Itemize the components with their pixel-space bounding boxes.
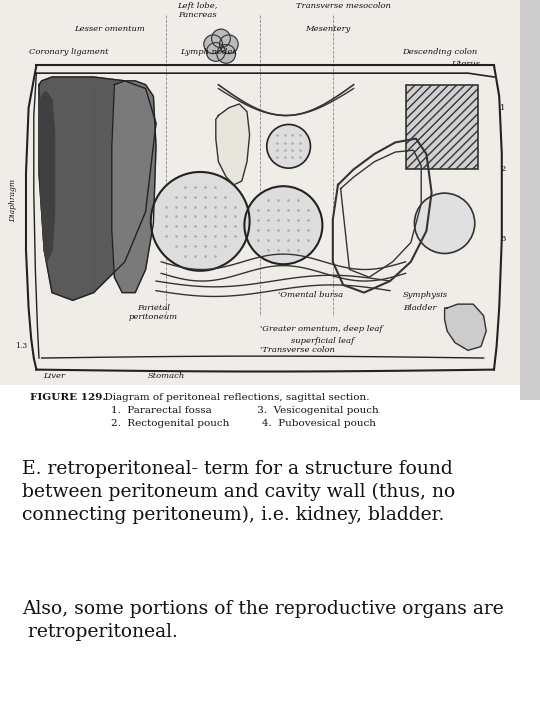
Circle shape [151, 172, 249, 271]
Text: Mesentery: Mesentery [305, 25, 350, 33]
Polygon shape [444, 304, 486, 351]
Text: Diaphragm: Diaphragm [9, 179, 17, 222]
Text: 3: 3 [500, 235, 505, 243]
Text: Stomach: Stomach [148, 372, 185, 379]
Polygon shape [39, 77, 156, 300]
Polygon shape [39, 92, 55, 262]
Circle shape [217, 45, 235, 63]
Circle shape [212, 29, 231, 48]
Text: Left lobe,
Pancreas: Left lobe, Pancreas [178, 2, 218, 19]
Text: Symphysis: Symphysis [403, 291, 448, 299]
Text: 'Omental bursa: 'Omental bursa [278, 291, 343, 299]
Text: Lymph nodes: Lymph nodes [180, 48, 237, 56]
Text: 'Transverse colon: 'Transverse colon [260, 346, 335, 354]
Text: Lesser omentum: Lesser omentum [74, 25, 145, 33]
Text: Uterus: Uterus [451, 60, 480, 68]
Polygon shape [216, 104, 249, 185]
Text: Parietal
peritoneum: Parietal peritoneum [129, 304, 178, 321]
Text: E. retroperitoneal- term for a structure found
between peritoneum and cavity wal: E. retroperitoneal- term for a structure… [22, 460, 455, 524]
Circle shape [267, 125, 310, 168]
Bar [406, 85, 478, 169]
Text: 1.  Pararectal fossa              3.  Vesicogenital pouch: 1. Pararectal fossa 3. Vesicogenital pou… [98, 406, 379, 415]
Circle shape [206, 42, 225, 61]
Circle shape [219, 35, 238, 53]
Text: Bladder: Bladder [403, 304, 436, 312]
Text: 2.  Rectogenital pouch          4.  Pubovesical pouch: 2. Rectogenital pouch 4. Pubovesical pou… [98, 419, 376, 428]
Circle shape [245, 186, 322, 264]
Text: superficial leaf: superficial leaf [291, 337, 354, 345]
Text: Diagram of peritoneal reflections, sagittal section.: Diagram of peritoneal reflections, sagit… [98, 393, 369, 402]
Text: Coronary ligament: Coronary ligament [29, 48, 108, 56]
Circle shape [204, 35, 222, 53]
Text: Descending colon: Descending colon [402, 48, 477, 56]
Circle shape [414, 193, 475, 253]
Polygon shape [112, 81, 156, 292]
Text: 1: 1 [500, 104, 505, 112]
Text: 'Greater omentum, deep leaf: 'Greater omentum, deep leaf [260, 325, 382, 333]
Bar [0, 0, 520, 385]
Bar [520, 0, 540, 400]
Text: FIGURE 129.: FIGURE 129. [30, 393, 106, 402]
Text: 1.3: 1.3 [15, 343, 27, 351]
Text: Liver: Liver [44, 372, 65, 379]
Text: 2: 2 [500, 166, 505, 174]
Text: Transverse mesocolon: Transverse mesocolon [296, 2, 390, 10]
Text: Also, some portions of the reproductive organs are
 retroperitoneal.: Also, some portions of the reproductive … [22, 600, 504, 641]
